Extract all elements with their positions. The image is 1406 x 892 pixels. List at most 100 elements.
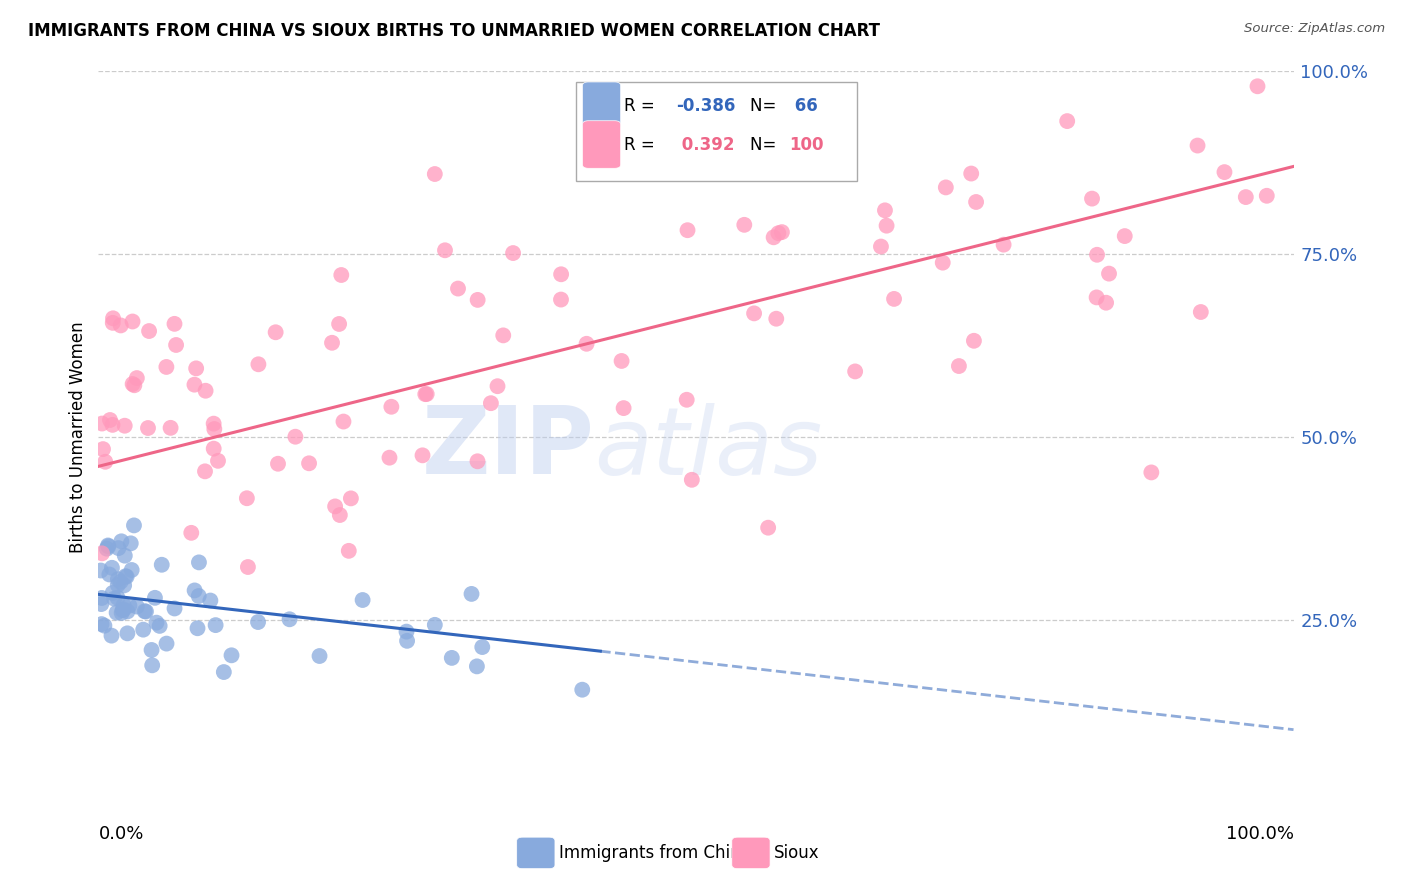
Point [298,456,321,470]
Point [465,659,488,673]
Point [340,491,363,506]
Point [1234,190,1257,204]
Point [613,401,636,416]
Point [103,591,125,606]
Point [236,560,259,574]
Point [202,417,225,431]
Point [112,602,135,616]
Point [93,618,115,632]
Point [101,311,124,326]
Point [768,226,790,240]
Point [163,601,186,615]
Text: Source: ZipAtlas.com: Source: ZipAtlas.com [1244,22,1385,36]
Point [733,218,755,232]
Point [187,589,209,603]
Point [415,387,437,401]
Point [770,225,793,239]
Point [94,455,117,469]
Point [186,621,208,635]
Point [202,442,225,456]
Point [1256,188,1278,202]
Point [114,569,136,583]
Point [352,593,374,607]
Point [479,396,502,410]
Point [114,418,136,433]
Point [308,648,330,663]
Text: Immigrants from China: Immigrants from China [558,844,751,862]
Text: IMMIGRANTS FROM CHINA VS SIOUX BIRTHS TO UNMARRIED WOMEN CORRELATION CHART: IMMIGRANTS FROM CHINA VS SIOUX BIRTHS TO… [28,22,880,40]
Point [935,180,957,194]
Point [434,244,457,258]
Point [121,563,143,577]
Point [101,561,124,575]
Text: 100.0%: 100.0% [1226,825,1294,843]
Point [138,324,160,338]
Point [1095,295,1118,310]
Point [413,387,436,401]
Point [101,417,124,432]
Point [107,541,129,555]
Point [145,615,167,630]
Point [676,223,699,237]
FancyBboxPatch shape [582,120,620,169]
Point [502,246,524,260]
Point [111,603,134,617]
Point [963,334,986,348]
Point [125,599,148,614]
Point [321,335,343,350]
Point [107,572,129,586]
Point [267,457,290,471]
Point [423,167,446,181]
Point [332,415,354,429]
Point [423,617,446,632]
Point [965,194,987,209]
Point [571,682,593,697]
Point [492,328,515,343]
Point [155,359,177,374]
Point [323,500,346,514]
Point [91,546,114,560]
Point [90,617,112,632]
Point [486,379,509,393]
Point [165,338,187,352]
Point [204,618,226,632]
Point [1098,267,1121,281]
Point [121,314,143,328]
Point [150,558,173,572]
Point [844,364,866,378]
Point [97,539,120,553]
Point [993,237,1015,252]
Point [948,359,970,373]
Point [96,541,118,556]
Point [98,567,121,582]
Text: 0.0%: 0.0% [98,825,143,843]
Point [107,578,129,592]
Point [575,336,598,351]
Point [132,623,155,637]
Point [330,268,353,282]
Point [91,417,114,431]
Point [1085,290,1108,304]
Point [550,267,572,281]
Point [117,604,139,618]
Text: N=: N= [749,136,782,153]
Point [1189,305,1212,319]
Point [105,606,128,620]
Text: 100: 100 [789,136,824,153]
Point [122,518,145,533]
Text: R =: R = [624,136,661,153]
Point [1085,248,1108,262]
Point [467,293,489,307]
Point [765,311,787,326]
Point [180,525,202,540]
Point [207,454,229,468]
Point [101,316,124,330]
FancyBboxPatch shape [733,838,770,869]
Point [134,604,156,618]
Point [610,354,633,368]
Point [876,219,898,233]
Point [110,574,132,589]
Text: Sioux: Sioux [773,844,820,862]
Point [120,536,142,550]
Point [380,400,402,414]
